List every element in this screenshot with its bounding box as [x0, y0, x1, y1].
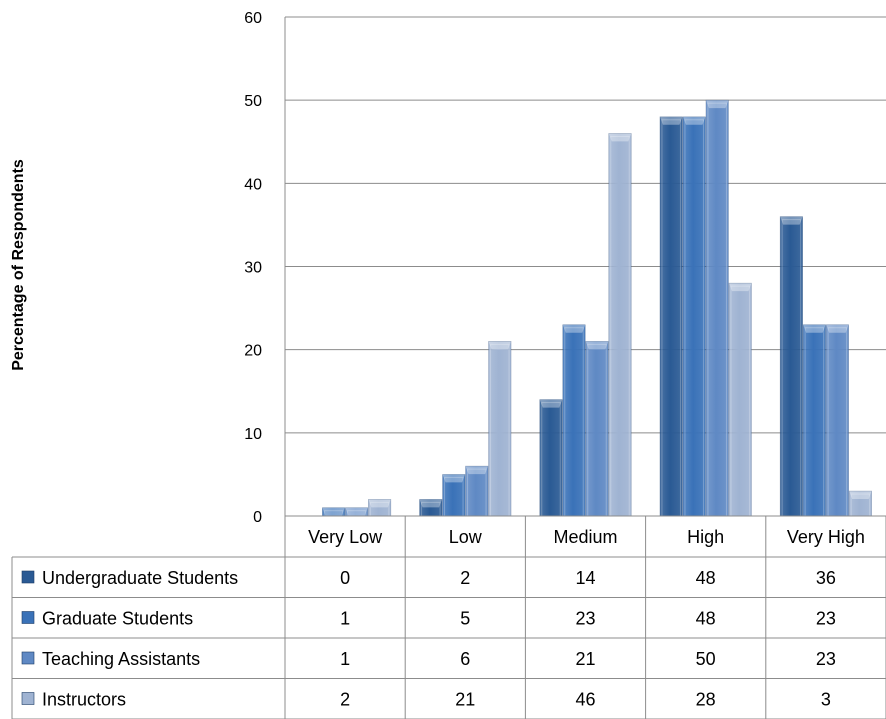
table-cell: 36	[816, 568, 836, 588]
bar	[488, 341, 512, 517]
table-cell: 14	[575, 568, 595, 588]
table-cell: 23	[816, 609, 836, 629]
bar	[802, 324, 826, 517]
table-cell: 3	[821, 690, 831, 710]
bar	[728, 282, 752, 517]
gridlines	[284, 16, 886, 517]
bar	[465, 465, 489, 517]
y-axis-label: Percentage of Respondents	[10, 159, 27, 371]
y-tick-label: 0	[253, 509, 262, 526]
bars	[322, 99, 872, 517]
series-name: Instructors	[42, 690, 126, 710]
table-cell: 48	[696, 609, 716, 629]
y-tick-label: 50	[244, 93, 262, 110]
bar	[442, 474, 466, 517]
category-label: Very High	[787, 527, 865, 547]
bar	[659, 116, 683, 517]
table-cell: 1	[340, 649, 350, 669]
table-cell: 0	[340, 568, 350, 588]
table-cell: 28	[696, 690, 716, 710]
legend-key	[21, 611, 35, 624]
table-cell: 6	[460, 649, 470, 669]
bar	[779, 216, 803, 517]
table-cell: 5	[460, 609, 470, 629]
bar	[322, 507, 346, 517]
category-label: Low	[449, 527, 483, 547]
bar	[345, 507, 369, 517]
bar	[682, 116, 706, 517]
bar	[585, 341, 609, 517]
bar	[825, 324, 849, 517]
y-axis-ticks: 0 10 20 30 40 50 60	[244, 10, 262, 526]
category-label: Medium	[553, 527, 617, 547]
table-cell: 23	[575, 609, 595, 629]
bar	[419, 499, 443, 517]
table-cell: 46	[575, 690, 595, 710]
series-name: Teaching Assistants	[42, 649, 200, 669]
bar	[562, 324, 586, 517]
legend-key	[21, 651, 35, 665]
series-name: Undergraduate Students	[42, 568, 238, 588]
legend-key	[21, 570, 35, 584]
table-cell: 1	[340, 609, 350, 629]
table-cell: 21	[455, 690, 475, 710]
y-tick-label: 20	[244, 343, 262, 360]
bar	[539, 399, 563, 517]
table-cell: 23	[816, 649, 836, 669]
table-cell: 21	[575, 649, 595, 669]
bar	[705, 99, 729, 517]
category-label: High	[687, 527, 724, 547]
bar	[848, 490, 872, 517]
y-tick-label: 10	[244, 426, 262, 443]
table-cell: 2	[460, 568, 470, 588]
table-cell: 2	[340, 690, 350, 710]
legend-key	[21, 692, 35, 705]
y-tick-label: 60	[244, 10, 262, 27]
table-cell: 50	[696, 649, 716, 669]
table-cell: 48	[696, 568, 716, 588]
bar	[608, 133, 632, 517]
y-tick-label: 40	[244, 176, 262, 193]
y-tick-label: 30	[244, 260, 262, 277]
series-name: Graduate Students	[42, 609, 193, 629]
category-label: Very Low	[308, 527, 383, 547]
data-table: Very Low Low Medium High Very High Undergradu…	[11, 515, 886, 719]
bar	[368, 499, 392, 517]
